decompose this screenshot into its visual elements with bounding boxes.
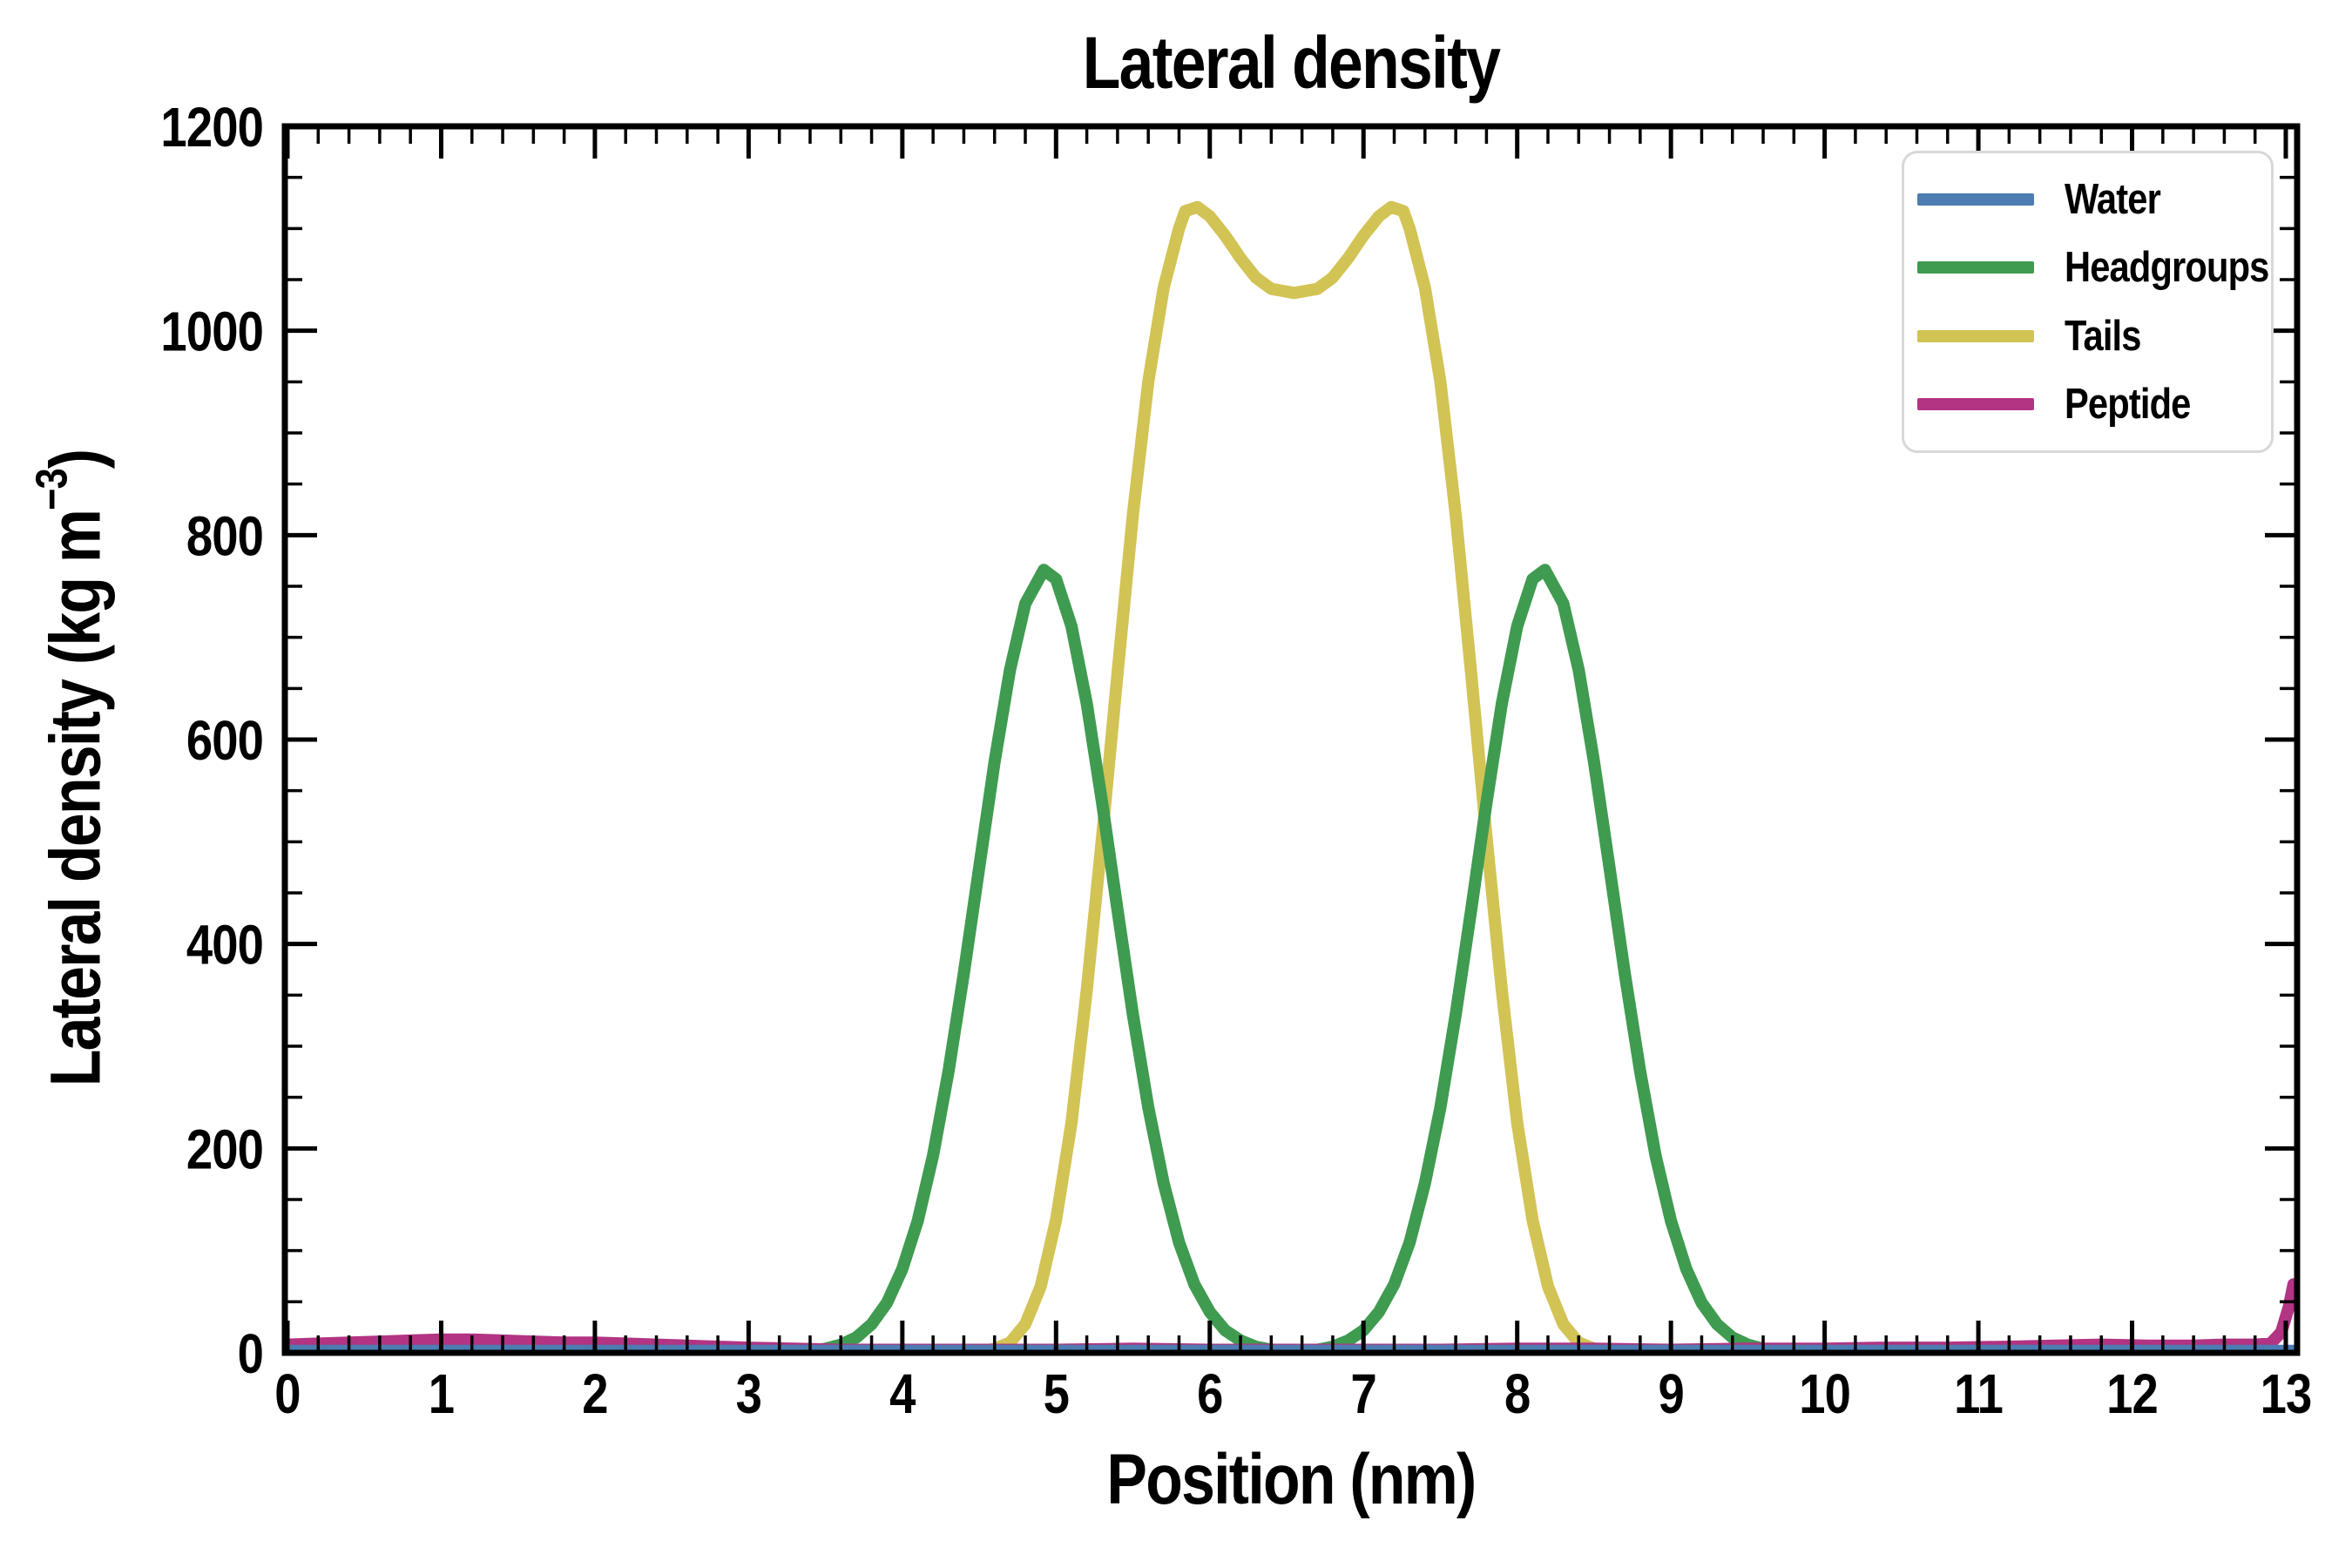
legend-item-headgroups: Headgroups: [1904, 243, 2271, 292]
chart-title: Lateral density: [1082, 22, 1501, 104]
legend: Water Headgroups Tails Peptide: [1902, 151, 2274, 453]
legend-swatch-tails: [1917, 329, 2034, 342]
y-tick-label: 800: [186, 504, 263, 567]
y-tick-label: 1000: [160, 300, 263, 362]
legend-label: Headgroups: [2065, 244, 2269, 292]
x-tick-label: 8: [1504, 1362, 1530, 1425]
y-tick-label: 600: [186, 709, 263, 772]
axis-ticks: [285, 124, 2295, 1355]
x-tick-label: 7: [1351, 1362, 1376, 1425]
y-tick-label: 0: [238, 1322, 263, 1385]
legend-swatch-headgroups: [1917, 261, 2034, 274]
y-tick-label: 1200: [160, 96, 263, 159]
series-headgroups-line: [285, 564, 2297, 1353]
x-axis-label: Position (nm): [1106, 1440, 1477, 1519]
series-tails-line: [285, 200, 2297, 1353]
legend-swatch-peptide: [1917, 397, 2034, 410]
x-tick-label: 12: [2106, 1362, 2158, 1425]
y-axis-label-suffix: ): [36, 449, 116, 470]
legend-swatch-water: [1917, 193, 2034, 206]
x-tick-label: 5: [1044, 1362, 1069, 1425]
series-peptide-line: [285, 1278, 2297, 1353]
y-axis-label-superscript: −3: [26, 469, 77, 510]
legend-item-water: Water: [1904, 175, 2271, 224]
legend-label: Tails: [2065, 312, 2141, 360]
x-tick-label: 11: [1954, 1362, 2003, 1425]
x-tick-label: 6: [1197, 1362, 1222, 1425]
legend-item-tails: Tails: [1904, 312, 2271, 361]
legend-label: Peptide: [2065, 380, 2191, 428]
x-tick-label: 10: [1799, 1362, 1850, 1425]
y-axis-label-text: Lateral density (kg m: [36, 510, 116, 1087]
x-tick-label: 0: [274, 1362, 300, 1425]
x-tick-label: 13: [2261, 1362, 2312, 1425]
x-tick-label: 2: [582, 1362, 607, 1425]
x-tick-label: 1: [429, 1362, 454, 1425]
x-tick-label: 9: [1658, 1362, 1683, 1425]
x-tick-label: 3: [736, 1362, 761, 1425]
x-tick-label: 4: [889, 1362, 916, 1425]
legend-item-peptide: Peptide: [1904, 380, 2271, 429]
y-tick-label: 200: [186, 1118, 263, 1180]
plot-frame: [281, 123, 2301, 1356]
legend-label: Water: [2065, 176, 2161, 224]
y-axis-label: Lateral density (kg m−3): [26, 450, 118, 1087]
y-tick-label: 400: [186, 913, 263, 976]
